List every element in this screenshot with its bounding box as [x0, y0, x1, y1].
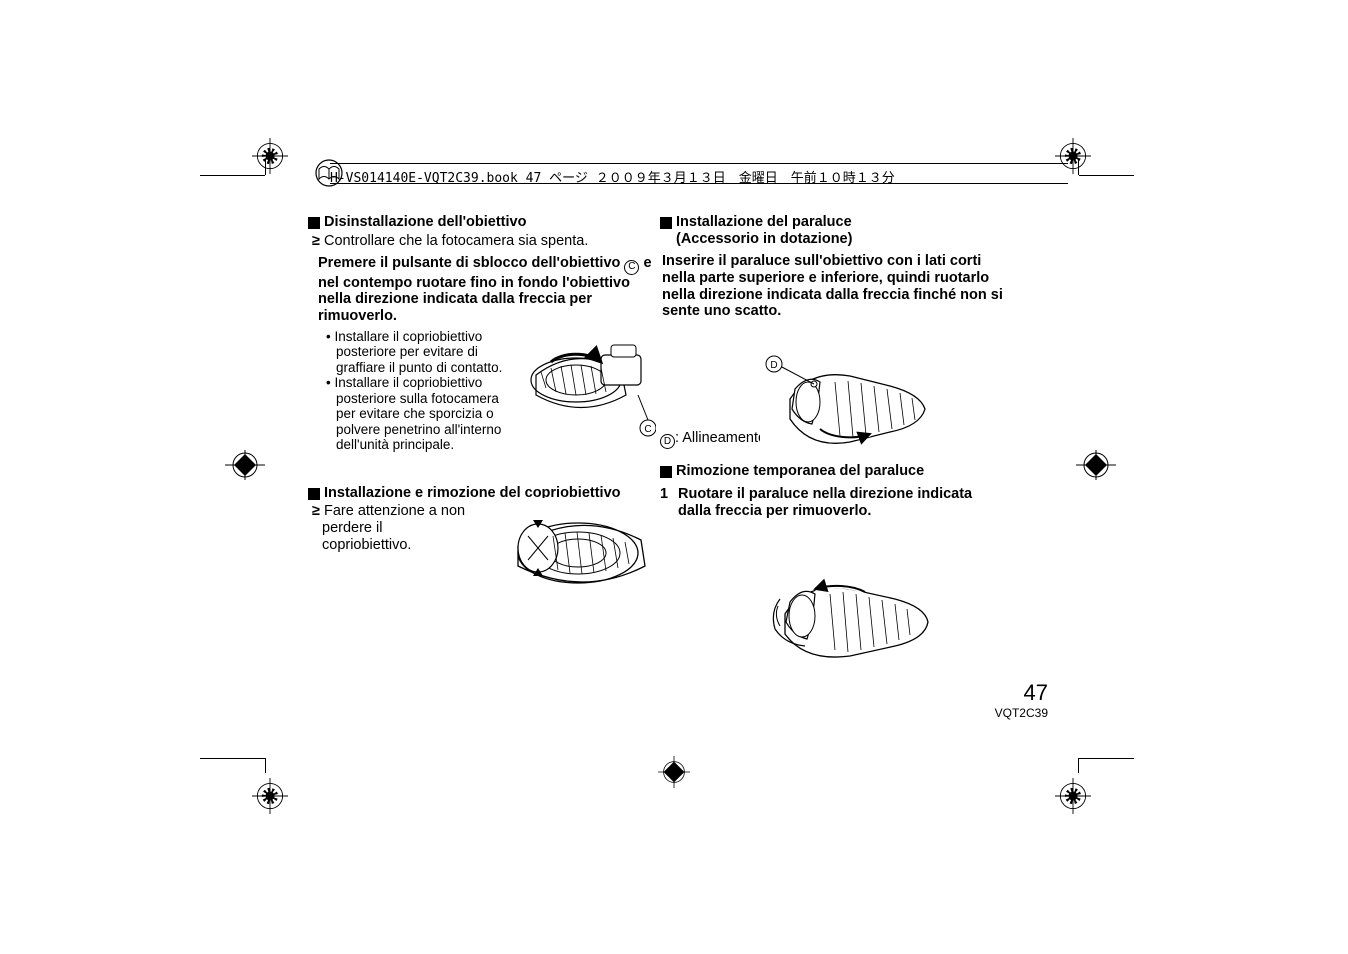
- page-content: Disinstallazione dell'obiettivo ≥ Contro…: [308, 214, 1038, 734]
- uninstall-bullet-1-text: Controllare che la fotocamera sia spenta…: [324, 233, 588, 249]
- step-number: 1: [660, 486, 678, 519]
- register-mark-side-left: [225, 450, 265, 480]
- section-install-hood-title: Installazione del paraluce (Accessorio i…: [660, 214, 1008, 247]
- page-number: 47: [1024, 680, 1048, 706]
- remove-hood-step-1: 1 Ruotare il paraluce nella direzione in…: [660, 486, 1008, 519]
- section-install-hood-title-l1: Installazione del paraluce: [676, 214, 852, 230]
- register-mark-top-left: [252, 138, 288, 174]
- section-remove-hood-title: Rimozione temporanea del paraluce: [660, 463, 1008, 480]
- uninstall-lens-illustration: C: [526, 340, 656, 440]
- section-remove-hood-title-text: Rimozione temporanea del paraluce: [676, 463, 924, 480]
- uninstall-sub-bullet-1-text: Installare il copriobiettivo posteriore …: [334, 329, 502, 375]
- register-mark-bottom-left: [252, 778, 288, 814]
- section-uninstall-lens-title-text: Disinstallazione dell'obiettivo: [324, 214, 526, 231]
- section-uninstall-lens-title: Disinstallazione dell'obiettivo: [308, 214, 656, 231]
- square-bullet-icon: [660, 466, 672, 478]
- section-install-hood-title-l2: (Accessorio in dotazione): [676, 231, 852, 247]
- left-column: Disinstallazione dell'obiettivo ≥ Contro…: [308, 214, 656, 553]
- uninstall-instruction-part1: Premere il pulsante di sblocco dell'obie…: [318, 255, 624, 271]
- uninstall-bullet-1: ≥ Controllare che la fotocamera sia spen…: [312, 233, 656, 250]
- ref-circle-c-inline: C: [624, 260, 639, 275]
- remove-hood-illustration: [750, 564, 940, 674]
- doc-code: VQT2C39: [995, 706, 1048, 720]
- lens-cap-bullet: ≥ Fare attenzione a non perdere il copri…: [312, 503, 472, 553]
- square-bullet-icon: [308, 488, 320, 500]
- svg-text:D: D: [770, 360, 777, 371]
- square-bullet-icon: [660, 217, 672, 229]
- register-mark-bottom-right: [1055, 778, 1091, 814]
- ref-c-callout: C: [644, 424, 651, 435]
- uninstall-instruction: Premere il pulsante di sblocco dell'obie…: [318, 255, 656, 324]
- file-header-underline: [330, 183, 1068, 184]
- lens-cap-illustration: [483, 498, 655, 613]
- uninstall-sub-bullet-2: • Installare il copriobiettivo posterior…: [326, 375, 513, 453]
- install-hood-instruction: Inserire il paraluce sull'obiettivo con …: [662, 253, 1008, 320]
- step-text: Ruotare il paraluce nella direzione indi…: [678, 486, 1008, 519]
- uninstall-sub-bullet-1: • Installare il copriobiettivo posterior…: [326, 329, 513, 376]
- right-column: Installazione del paraluce (Accessorio i…: [660, 214, 1008, 523]
- ref-circle-d: D: [660, 434, 675, 449]
- lens-cap-bullet-text: Fare attenzione a non perdere il copriob…: [322, 503, 465, 552]
- uninstall-sub-bullet-2-text: Installare il copriobiettivo posteriore …: [334, 375, 501, 452]
- square-bullet-icon: [308, 217, 320, 229]
- register-mark-center-bottom: [658, 756, 690, 788]
- install-hood-illustration: D: [760, 354, 940, 454]
- register-mark-side-right: [1076, 450, 1116, 480]
